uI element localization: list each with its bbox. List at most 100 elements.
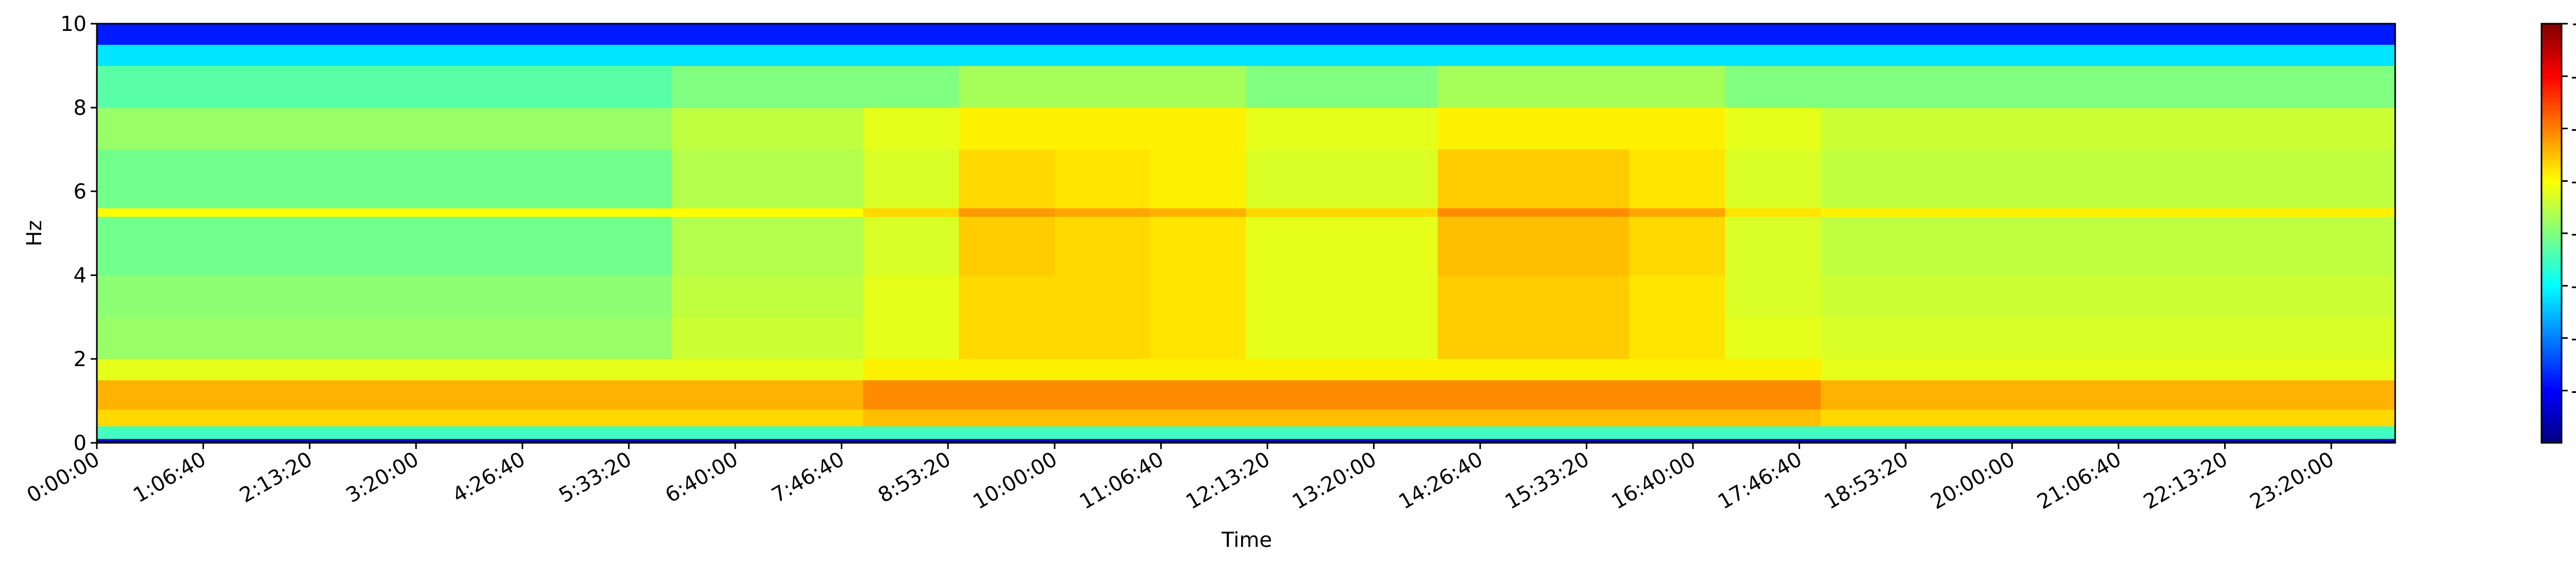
heatmap-cell <box>288 275 385 318</box>
heatmap-cell <box>2299 208 2396 217</box>
heatmap-cell <box>1150 275 1246 318</box>
heatmap-cell <box>1533 438 1630 443</box>
heatmap-cell <box>958 380 1055 410</box>
colorbar-segment <box>2541 429 2562 433</box>
heatmap-cell <box>863 317 959 359</box>
colorbar-tick-label: -60 dB <box>2571 327 2576 351</box>
colorbar-segment <box>2541 24 2562 27</box>
colorbar-segment <box>2541 176 2562 179</box>
heatmap-cell <box>1533 426 1630 439</box>
heatmap-cell <box>1150 107 1246 150</box>
heatmap-cell <box>288 208 385 217</box>
heatmap-cell <box>1533 216 1630 275</box>
colorbar-segment <box>2541 290 2562 294</box>
colorbar-segment <box>2541 58 2562 61</box>
heatmap-cell <box>480 65 576 108</box>
heatmap-cell <box>1533 208 1630 217</box>
heatmap-cell <box>1820 275 1917 318</box>
heatmap-cell <box>671 426 768 439</box>
heatmap-cell <box>97 438 193 443</box>
heatmap-cell <box>192 426 289 439</box>
colorbar-segment <box>2541 225 2562 229</box>
heatmap-cell <box>1533 65 1630 108</box>
heatmap-cell <box>1437 208 1534 217</box>
x-tick-label: 12:13:20 <box>1182 447 1274 514</box>
heatmap-cell <box>863 438 959 443</box>
x-tick-label: 2:13:20 <box>236 447 317 508</box>
heatmap-cell <box>767 380 863 410</box>
colorbar-segment <box>2541 406 2562 409</box>
colorbar-segment <box>2541 385 2562 388</box>
colorbar-segment <box>2541 272 2562 275</box>
heatmap-cell <box>1054 149 1151 209</box>
heatmap-cell <box>1246 275 1342 318</box>
heatmap-cell <box>480 438 576 443</box>
colorbar-segment <box>2541 348 2562 352</box>
colorbar-segment <box>2541 173 2562 176</box>
heatmap-cell <box>288 149 385 209</box>
heatmap-cell <box>384 216 480 275</box>
heatmap-cell <box>1246 107 1342 150</box>
x-tick-label: 15:33:20 <box>1501 447 1594 514</box>
heatmap-cell <box>192 317 289 359</box>
heatmap-cell <box>2012 359 2108 381</box>
heatmap-cell <box>1437 107 1534 150</box>
heatmap-cell <box>2012 65 2108 108</box>
colorbar-segment <box>2541 133 2562 137</box>
colorbar-segment <box>2541 377 2562 381</box>
heatmap-cell <box>480 107 576 150</box>
colorbar-segment <box>2541 212 2562 215</box>
heatmap-cell <box>671 438 768 443</box>
heatmap-cell <box>1246 438 1342 443</box>
colorbar-segment <box>2541 139 2562 142</box>
colorbar-segment <box>2541 265 2562 268</box>
heatmap-cell <box>2108 65 2204 108</box>
colorbar-segment <box>2541 126 2562 129</box>
colorbar-tick-label: -30 dB <box>2571 169 2576 193</box>
heatmap-cell <box>1054 44 1151 66</box>
heatmap-cell <box>2204 216 2300 275</box>
heatmap-cell <box>1437 359 1534 381</box>
colorbar-segment <box>2541 162 2562 166</box>
heatmap-cell <box>1724 65 1821 108</box>
heatmap-cell <box>1820 65 1917 108</box>
colorbar-segment <box>2541 47 2562 50</box>
colorbar-segment <box>2541 364 2562 367</box>
heatmap-cell <box>1916 317 2012 359</box>
heatmap-cell <box>2299 216 2396 275</box>
heatmap-cell <box>1820 44 1917 66</box>
colorbar-segment <box>2541 204 2562 208</box>
heatmap-cell <box>1342 380 1438 410</box>
colorbar-segment <box>2541 196 2562 200</box>
colorbar-segment <box>2541 351 2562 354</box>
colorbar-tick-label: -10 dB <box>2571 65 2576 89</box>
heatmap-cell <box>1820 107 1917 150</box>
colorbar-segment <box>2541 317 2562 320</box>
heatmap-cell <box>1054 275 1151 318</box>
colorbar-segment <box>2541 170 2562 174</box>
colorbar-segment <box>2541 94 2562 97</box>
colorbar-segment <box>2541 194 2562 197</box>
heatmap-cell <box>1437 317 1534 359</box>
colorbar-segment <box>2541 325 2562 328</box>
heatmap-cell <box>1629 359 1725 381</box>
colorbar-segment <box>2541 267 2562 270</box>
colorbar-segment <box>2541 432 2562 436</box>
heatmap-cell <box>1246 426 1342 439</box>
heatmap-cell <box>2108 380 2204 410</box>
heatmap-cell <box>1150 24 1246 45</box>
heatmap-cell <box>1342 208 1438 217</box>
heatmap-cell <box>2108 438 2204 443</box>
heatmap-cell <box>671 107 768 150</box>
heatmap-cell <box>2012 208 2108 217</box>
colorbar-segment <box>2541 144 2562 147</box>
colorbar-segment <box>2541 31 2562 35</box>
heatmap-cell <box>1533 409 1630 426</box>
heatmap-cell <box>384 24 480 45</box>
heatmap-cell <box>1342 149 1438 209</box>
colorbar-segment <box>2541 230 2562 234</box>
heatmap-cell <box>2012 317 2108 359</box>
heatmap-cell <box>767 208 863 217</box>
heatmap-cell <box>97 149 193 209</box>
